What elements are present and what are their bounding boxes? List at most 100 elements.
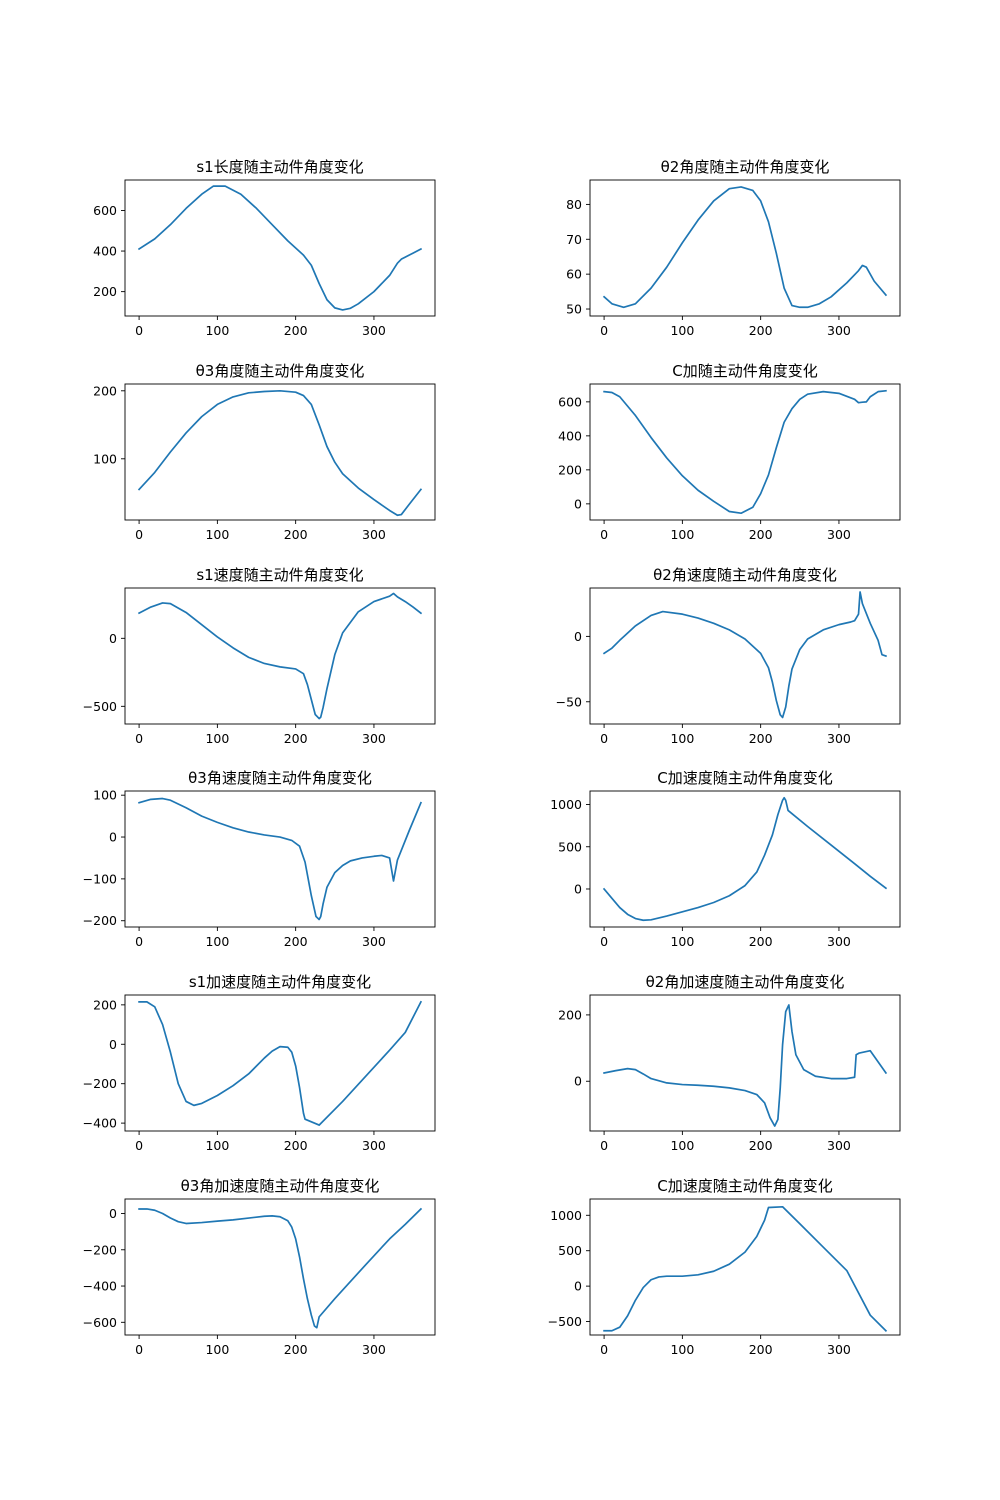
x-tick-label: 0	[135, 323, 143, 338]
y-tick-label: 1000	[550, 1208, 582, 1223]
x-tick-label: 0	[600, 934, 608, 949]
chart-title: s1速度随主动件角度变化	[196, 566, 363, 584]
x-tick-label: 0	[600, 323, 608, 338]
x-tick-label: 0	[135, 934, 143, 949]
y-tick-label: 1000	[550, 797, 582, 812]
y-tick-label: −100	[83, 871, 117, 886]
y-tick-label: −600	[83, 1315, 117, 1330]
axes-frame	[589, 587, 901, 725]
chart-title: C加速度随主动件角度变化	[657, 1177, 832, 1195]
y-tick-label: 0	[574, 496, 582, 511]
x-tick-label: 200	[284, 934, 308, 949]
x-tick-label: 300	[827, 1138, 851, 1153]
chart-title: θ3角度随主动件角度变化	[196, 362, 365, 380]
y-tick-label: 0	[574, 1279, 582, 1294]
y-tick-label: 400	[558, 428, 582, 443]
x-tick-label: 100	[205, 934, 229, 949]
x-tick-label: 0	[135, 1342, 143, 1357]
x-tick-label: 100	[670, 323, 694, 338]
series-line	[602, 186, 888, 309]
y-tick-label: −200	[83, 1242, 117, 1257]
axes-frame	[589, 790, 901, 928]
x-tick-label: 300	[362, 1342, 386, 1357]
x-tick-label: 100	[205, 731, 229, 746]
axes-frame	[589, 1198, 901, 1336]
chart-panel-2: θ2角度随主动件角度变化 0 100 200 300 50 60 70 80	[566, 158, 901, 338]
y-tick-label: 0	[574, 1074, 582, 1089]
series-line	[603, 1205, 888, 1332]
x-tick-label: 0	[135, 1138, 143, 1153]
y-tick-label: 500	[558, 1243, 582, 1258]
x-tick-label: 0	[135, 527, 143, 542]
x-tick-label: 300	[362, 934, 386, 949]
x-tick-label: 100	[670, 1342, 694, 1357]
x-tick-label: 200	[284, 1138, 308, 1153]
y-tick-label: 50	[566, 302, 582, 317]
y-tick-label: 200	[558, 1007, 582, 1022]
x-tick-label: 200	[749, 731, 773, 746]
x-tick-label: 0	[135, 731, 143, 746]
chart-panel-10: θ2角加速度随主动件角度变化 0 100 200 300 0 200	[558, 973, 901, 1153]
y-tick-label: 0	[109, 1206, 117, 1221]
x-tick-label: 200	[749, 527, 773, 542]
axes-frame	[124, 587, 436, 725]
chart-title: θ2角速度随主动件角度变化	[653, 566, 837, 584]
x-tick-label: 100	[670, 527, 694, 542]
y-tick-label: −200	[83, 1076, 117, 1091]
x-tick-label: 200	[749, 1138, 773, 1153]
axes-frame	[124, 179, 436, 317]
y-tick-label: 200	[93, 383, 117, 398]
chart-panel-8: C加速度随主动件角度变化 0 100 200 300 0 500 1000	[550, 769, 901, 949]
x-tick-label: 100	[670, 1138, 694, 1153]
axes-frame	[124, 383, 436, 521]
x-tick-label: 100	[205, 527, 229, 542]
series-line	[602, 591, 887, 719]
x-tick-label: 300	[362, 731, 386, 746]
axes-frame	[589, 383, 901, 521]
chart-title: θ2角加速度随主动件角度变化	[646, 973, 845, 991]
x-tick-label: 0	[600, 731, 608, 746]
axes-frame	[124, 994, 436, 1132]
x-tick-label: 0	[600, 527, 608, 542]
y-tick-label: −500	[83, 699, 117, 714]
y-tick-label: 0	[109, 830, 117, 845]
axes-frame	[124, 790, 436, 928]
chart-title: θ3角加速度随主动件角度变化	[181, 1177, 380, 1195]
y-tick-label: −50	[556, 694, 582, 709]
x-tick-label: 100	[205, 1342, 229, 1357]
x-tick-label: 200	[749, 934, 773, 949]
y-tick-label: 400	[93, 244, 117, 259]
chart-panel-5: s1速度随主动件角度变化 0 100 200 300 −500 0	[83, 566, 436, 746]
x-tick-label: 100	[670, 934, 694, 949]
axes-frame	[589, 179, 901, 317]
chart-panel-1: s1长度随主动件角度变化 0 100 200 300 200 400 600	[93, 158, 436, 338]
y-tick-label: 600	[93, 203, 117, 218]
x-tick-label: 300	[362, 527, 386, 542]
axes-frame	[589, 994, 901, 1132]
x-tick-label: 0	[600, 1138, 608, 1153]
x-tick-label: 300	[827, 934, 851, 949]
y-tick-label: −200	[83, 913, 117, 928]
y-tick-label: 200	[558, 462, 582, 477]
series-line	[137, 185, 423, 311]
chart-title: θ3角速度随主动件角度变化	[188, 769, 372, 787]
series-line	[602, 796, 888, 922]
series-line	[138, 1000, 423, 1126]
y-tick-label: 0	[574, 881, 582, 896]
y-tick-label: 0	[574, 629, 582, 644]
y-tick-label: 200	[93, 284, 117, 299]
x-tick-label: 200	[284, 731, 308, 746]
series-line	[137, 389, 423, 517]
y-tick-label: −400	[83, 1279, 117, 1294]
x-tick-label: 200	[284, 1342, 308, 1357]
x-tick-label: 0	[600, 1342, 608, 1357]
y-tick-label: −500	[548, 1314, 582, 1329]
series-line	[603, 1004, 888, 1127]
x-tick-label: 300	[827, 527, 851, 542]
x-tick-label: 200	[749, 323, 773, 338]
chart-panel-4: C加随主动件角度变化 0 100 200 300 0 200 400 600	[558, 362, 901, 542]
y-tick-label: −400	[83, 1116, 117, 1131]
axes-frame	[124, 1198, 436, 1336]
chart-panel-7: θ3角速度随主动件角度变化 0 100 200 300 −200 −100 0 100	[83, 769, 436, 949]
y-tick-label: 80	[566, 197, 582, 212]
